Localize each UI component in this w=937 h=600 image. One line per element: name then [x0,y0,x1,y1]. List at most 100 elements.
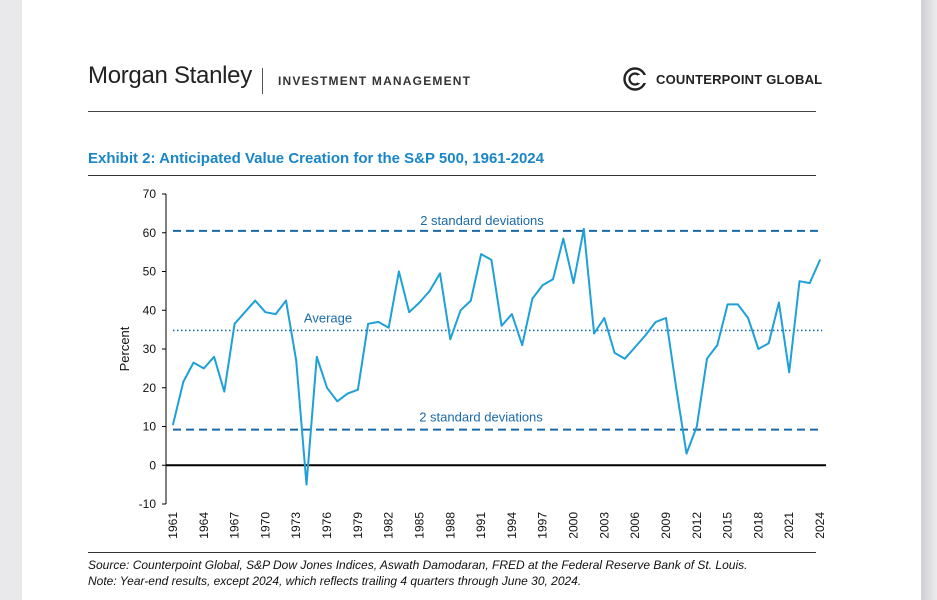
data-point [182,381,185,383]
average-label: Average [304,310,352,325]
data-point [213,356,215,358]
data-point [316,356,318,358]
data-point [737,303,739,306]
data-point [706,357,708,360]
x-tick-label: 1973 [289,512,303,539]
x-tick-label: 2006 [628,512,642,539]
x-tick-label: 1961 [166,512,180,539]
data-point [336,400,339,403]
data-point [449,338,452,341]
data-point [747,317,749,319]
page-edge-shadow [921,0,937,600]
year-end-note: Note: Year-end results, except 2024, whi… [88,574,582,588]
data-point [665,317,667,319]
x-tick-label: 1982 [382,512,396,539]
data-point [531,297,534,300]
data-point [675,387,677,389]
chart-title: Exhibit 2: Anticipated Value Creation fo… [88,150,544,167]
data-point [264,311,267,314]
upper-2sd-label: 2 standard deviations [420,213,544,228]
data-point [408,311,411,314]
data-point [326,387,328,389]
data-point [172,423,174,426]
data-point [808,282,811,284]
data-point [480,253,482,255]
data-point [346,392,349,395]
y-tick-label: 20 [143,381,157,395]
data-point [233,323,236,325]
data-point [490,259,493,261]
x-tick-label: 2024 [813,512,827,539]
data-point [459,309,462,312]
data-point [603,317,606,319]
data-point [572,282,575,284]
data-point [398,270,400,273]
x-tick-label: 1970 [258,512,272,539]
y-tick-label: 50 [143,265,157,279]
y-tick-label: -10 [139,497,157,511]
x-tick-label: 2003 [597,512,611,539]
x-tick-label: 1964 [197,512,211,539]
x-tick-label: 1994 [505,512,519,539]
y-tick-label: 10 [143,420,157,434]
data-point [593,332,595,335]
x-tick-label: 1988 [443,512,457,539]
data-point [244,311,246,314]
x-tick-label: 2015 [721,512,735,539]
x-tick-label: 1979 [351,512,365,539]
data-point [819,259,821,261]
data-point [613,352,616,354]
data-point [521,344,523,346]
series-group [172,227,821,486]
brand-logo: Morgan Stanley [88,62,252,89]
division-label: INVESTMENT MANAGEMENT [278,74,472,88]
y-tick-label: 30 [143,342,157,356]
data-point [254,299,256,302]
y-axis: -10 0 10 20 30 40 50 60 70 [139,187,167,511]
data-point [654,321,657,323]
data-point [285,299,287,302]
x-tick-label: 2009 [659,512,673,539]
data-point [192,361,195,364]
header-divider [88,111,816,112]
data-point [367,323,369,325]
x-axis: 1961 1964 1967 1970 1973 1976 1979 1982 1985 1988… [166,464,827,539]
data-point [439,272,441,275]
x-tick-label: 2000 [567,512,581,539]
data-point [418,301,421,304]
data-point [274,313,277,315]
data-point [685,452,688,455]
y-tick-label: 0 [149,458,156,472]
data-point [470,299,472,302]
data-point [223,390,226,393]
data-point [778,301,780,304]
data-point [583,228,585,230]
data-point [696,425,698,428]
x-tick-label: 2021 [782,512,796,539]
data-point [387,326,390,329]
data-point [552,278,554,281]
data-point [500,325,503,327]
data-point [624,357,626,360]
y-tick-label: 70 [143,187,157,201]
footer-divider [88,552,816,553]
data-point [541,284,544,286]
lower-2sd-label: 2 standard deviations [419,410,543,425]
x-tick-label: 1976 [320,512,334,539]
y-tick-label: 40 [143,303,157,317]
data-point [295,359,298,362]
data-point [644,334,647,337]
data-point [788,371,790,374]
brand-separator [262,68,263,94]
y-tick-label: 60 [143,226,157,240]
data-point [203,367,205,370]
y-axis-label: Percent [117,326,132,371]
data-point [726,303,729,306]
x-tick-label: 2018 [751,512,765,539]
x-tick-label: 1985 [412,512,426,539]
reference-lines: 2 standard deviations Average 2 standard d… [173,213,822,431]
x-tick-label: 2012 [690,512,704,539]
counterpoint-c-logo-icon [622,66,652,97]
x-tick-label: 1997 [536,512,550,539]
data-point [757,348,760,350]
